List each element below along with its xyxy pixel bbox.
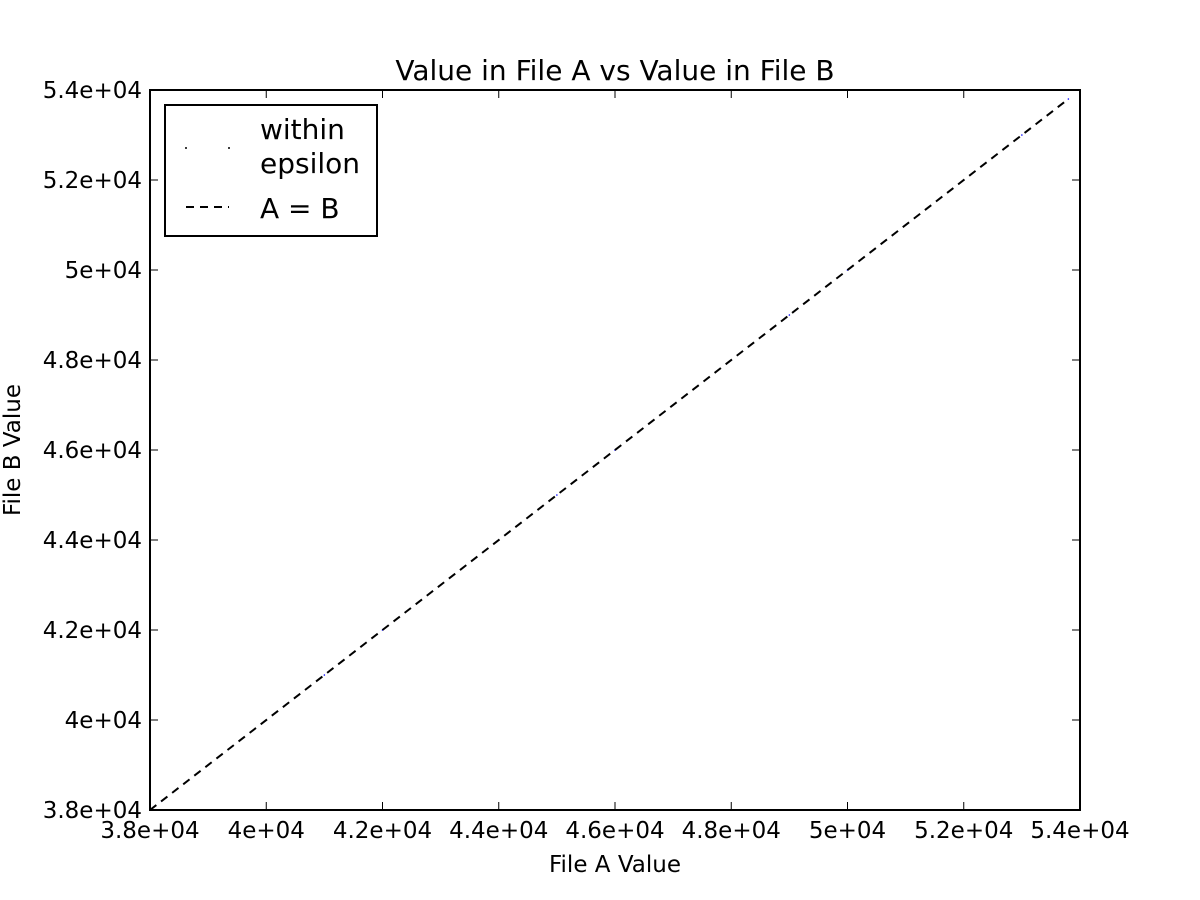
legend-entry-within-epsilon: within epsilon (185, 113, 360, 180)
within-epsilon-point-3 (323, 674, 326, 676)
y-tick-label-0: 3.8e+04 (43, 798, 142, 824)
y-axis-label: File B Value (0, 384, 26, 516)
x-tick-label-4: 4.6e+04 (565, 818, 664, 844)
x-tick-label-5: 4.8e+04 (682, 818, 781, 844)
x-axis-ticks: 3.8e+04 4e+04 4.2e+04 4.4e+04 4.6e+04 4.8e+04… (100, 90, 1130, 844)
legend-box (164, 104, 378, 237)
legend-within-epsilon-marker-1 (185, 147, 187, 149)
legend-label-a-equals-b: A = B (260, 192, 340, 225)
y-tick-label-2: 4.2e+04 (43, 618, 142, 644)
a-equals-b-line (149, 98, 1069, 811)
y-tick-label-3: 4.4e+04 (43, 528, 142, 554)
x-tick-label-8: 5.4e+04 (1030, 818, 1129, 844)
within-epsilon-point-7 (556, 494, 558, 496)
x-tick-label-0: 3.8e+04 (100, 818, 199, 844)
y-tick-label-8: 5.4e+04 (43, 78, 142, 104)
x-tick-label-2: 4.2e+04 (333, 818, 432, 844)
within-epsilon-point-16 (1067, 98, 1070, 100)
y-tick-label-6: 5e+04 (65, 258, 142, 284)
y-tick-label-1: 4e+04 (65, 708, 142, 734)
legend-label-within: within (260, 113, 345, 146)
x-tick-label-3: 4.4e+04 (449, 818, 548, 844)
legend-label-epsilon: epsilon (260, 147, 360, 180)
within-epsilon-point-15 (1021, 134, 1023, 136)
within-epsilon-point-11 (788, 314, 791, 316)
y-tick-label-5: 4.8e+04 (43, 348, 142, 374)
x-axis-label: File A Value (549, 852, 681, 878)
x-tick-label-1: 4e+04 (228, 818, 305, 844)
y-tick-label-7: 5.2e+04 (43, 168, 142, 194)
chart-title: Value in File A vs Value in File B (395, 54, 834, 87)
legend-within-epsilon-marker-2 (228, 147, 230, 149)
y-tick-label-4: 4.6e+04 (43, 438, 142, 464)
y-axis-ticks: 3.8e+04 4e+04 4.2e+04 4.4e+04 4.6e+04 4.8e+04… (43, 78, 1080, 824)
legend: within epsilon A = B (164, 104, 378, 237)
x-tick-label-7: 5.2e+04 (914, 818, 1013, 844)
x-tick-label-6: 5e+04 (809, 818, 886, 844)
series-layer (149, 98, 1070, 811)
legend-entry-a-equals-b: A = B (186, 192, 340, 225)
